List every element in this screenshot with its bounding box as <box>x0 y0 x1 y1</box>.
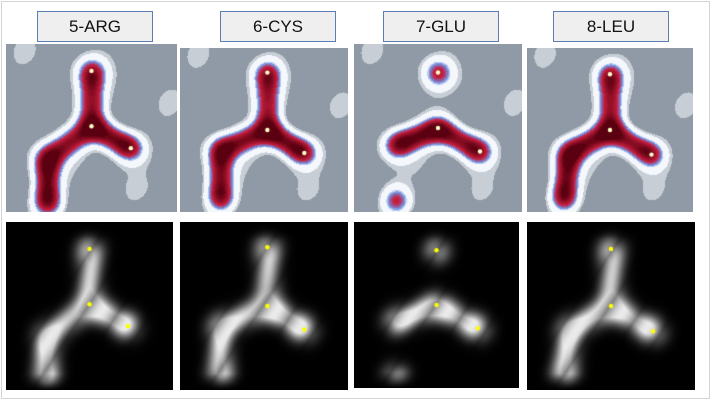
greyscale-map-6-cys <box>180 222 348 390</box>
label-8-leu: 8-LEU <box>553 11 669 42</box>
greyscale-map-5-arg <box>6 222 173 390</box>
contour-map-6-cys <box>180 48 348 212</box>
contour-map-5-arg <box>6 44 177 212</box>
label-7-glu: 7-GLU <box>383 11 499 42</box>
label-5-arg: 5-ARG <box>37 11 153 42</box>
greyscale-map-7-glu <box>354 222 519 388</box>
contour-map-7-glu <box>354 44 522 212</box>
greyscale-map-8-leu <box>527 222 695 390</box>
label-6-cys: 6-CYS <box>220 11 336 42</box>
contour-map-8-leu <box>527 48 693 212</box>
